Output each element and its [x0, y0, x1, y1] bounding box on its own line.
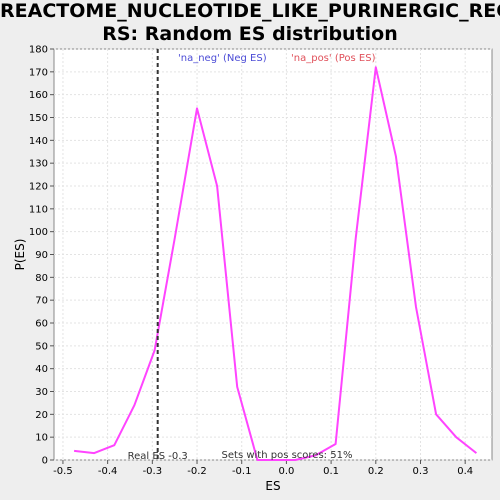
y-tick-label: 150 [29, 113, 48, 124]
x-tick-label: 0.1 [323, 466, 339, 477]
y-tick-label: 0 [42, 456, 48, 467]
y-tick-label: 90 [35, 250, 48, 261]
es-distribution-line [73, 66, 478, 461]
chart-title: REACTOME_NUCLEOTIDE_LIKE_PURINERGIC_RECE… [0, 0, 500, 46]
pos-scores-annotation: Sets with pos scores: 51% [222, 450, 353, 461]
grid-layer [54, 48, 492, 461]
y-tick-label: 40 [35, 364, 48, 375]
x-tick-label: 0.4 [457, 466, 473, 477]
x-tick-label: -0.3 [143, 466, 163, 477]
real-es-label: Real ES -0.3 [128, 451, 188, 462]
x-axis: -0.5 -0.4 -0.3 -0.2 -0.1 0.0 0.1 0.2 0.3 0.4 [53, 460, 473, 477]
y-tick-label: 110 [29, 204, 48, 215]
x-tick-label: 0.3 [413, 466, 429, 477]
y-axis: 0 10 20 30 40 50 60 70 80 90 100 110 120 130 140 150 160… [29, 45, 54, 467]
y-tick-label: 130 [29, 159, 48, 170]
y-tick-label: 80 [35, 273, 48, 284]
y-tick-label: 70 [35, 296, 48, 307]
series-layer [73, 66, 478, 461]
y-tick-label: 20 [35, 410, 48, 421]
y-tick-label: 50 [35, 341, 48, 352]
y-axis-title: P(ES) [13, 239, 27, 271]
y-tick-label: 160 [29, 90, 48, 101]
y-tick-label: 30 [35, 387, 48, 398]
x-axis-title: ES [265, 479, 280, 493]
x-tick-label: -0.1 [232, 466, 252, 477]
legend-pos-label: 'na_pos' (Pos ES) [291, 53, 376, 64]
y-tick-label: 120 [29, 182, 48, 193]
y-tick-label: 100 [29, 227, 48, 238]
chart-title-line-1: REACTOME_NUCLEOTIDE_LIKE_PURINERGIC_RECE… [0, 0, 500, 22]
x-tick-label: -0.2 [187, 466, 207, 477]
y-tick-label: 180 [29, 45, 48, 56]
y-tick-label: 10 [35, 433, 48, 444]
y-tick-label: 60 [35, 319, 48, 330]
y-tick-label: 170 [29, 67, 48, 78]
x-tick-label: -0.5 [53, 466, 73, 477]
x-tick-label: -0.4 [98, 466, 118, 477]
x-tick-label: 0.0 [278, 466, 294, 477]
legend-neg-label: 'na_neg' (Neg ES) [178, 53, 267, 64]
x-tick-label: 0.2 [368, 466, 384, 477]
y-tick-label: 140 [29, 136, 48, 147]
chart-title-line-2: RS: Random ES distribution [102, 23, 398, 45]
